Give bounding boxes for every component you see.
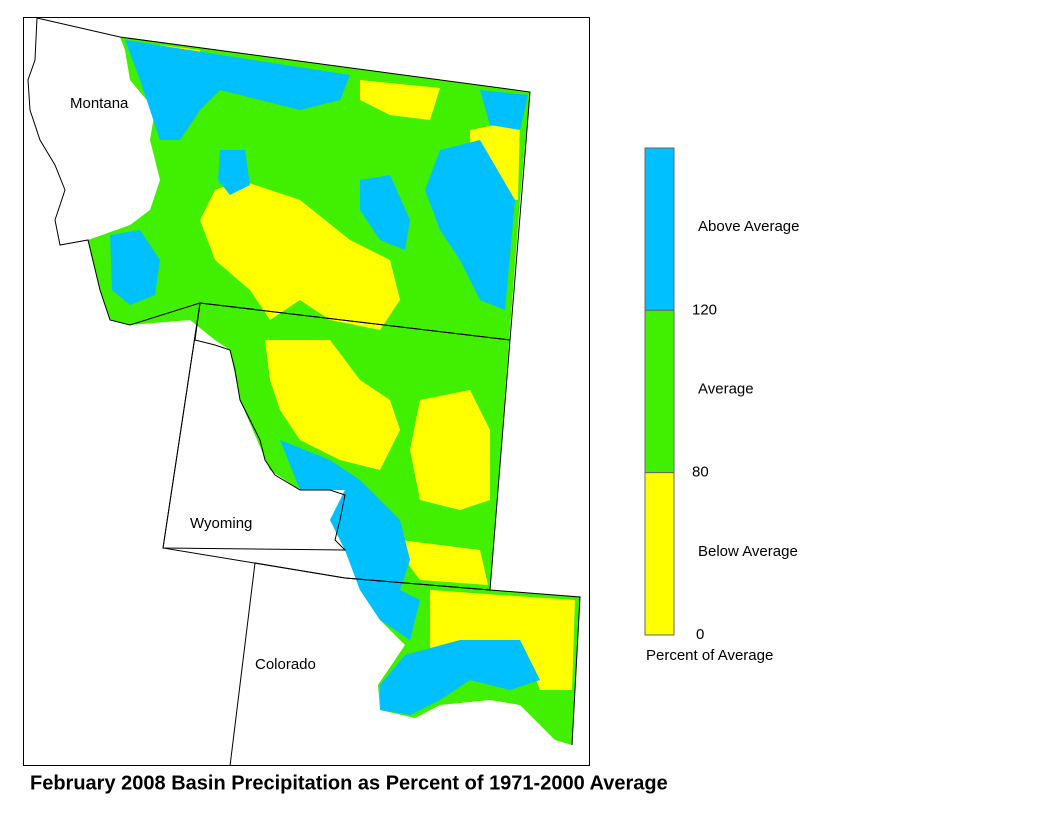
basin-above: [218, 150, 250, 195]
basin-above: [125, 40, 350, 140]
basin-below: [400, 540, 488, 585]
basin-above: [480, 90, 528, 130]
legend-label: Below Average: [698, 543, 798, 560]
basin-below: [265, 340, 400, 470]
basin: [88, 37, 580, 745]
colorado-border: [229, 562, 581, 767]
basin-above: [425, 140, 515, 310]
state-label: Montana: [70, 95, 129, 112]
legend-tick-label: 0: [696, 626, 704, 643]
montana-border: [27, 17, 531, 551]
legend-tick-label: 80: [692, 464, 709, 481]
basin-below: [200, 180, 400, 330]
legend-tick-label: 120: [692, 301, 717, 318]
legend-caption: Percent of Average: [646, 647, 773, 664]
legend: Above Average Average Below Average 120 80 0 P…: [644, 147, 799, 664]
basin-above: [380, 640, 540, 715]
legend-label: Above Average: [698, 218, 799, 235]
basin-above: [360, 175, 410, 250]
basin-below: [410, 390, 490, 510]
state-label: Wyoming: [190, 515, 252, 532]
state-label: Colorado: [255, 656, 316, 673]
legend-swatch: [644, 472, 675, 636]
legend-swatch: [644, 147, 675, 311]
title: February 2008 Basin Precipitation as Per…: [30, 772, 668, 794]
legend-label: Average: [698, 380, 754, 397]
legend-swatch: [644, 309, 675, 474]
basin-above: [110, 230, 160, 305]
basin-below: [360, 80, 440, 120]
